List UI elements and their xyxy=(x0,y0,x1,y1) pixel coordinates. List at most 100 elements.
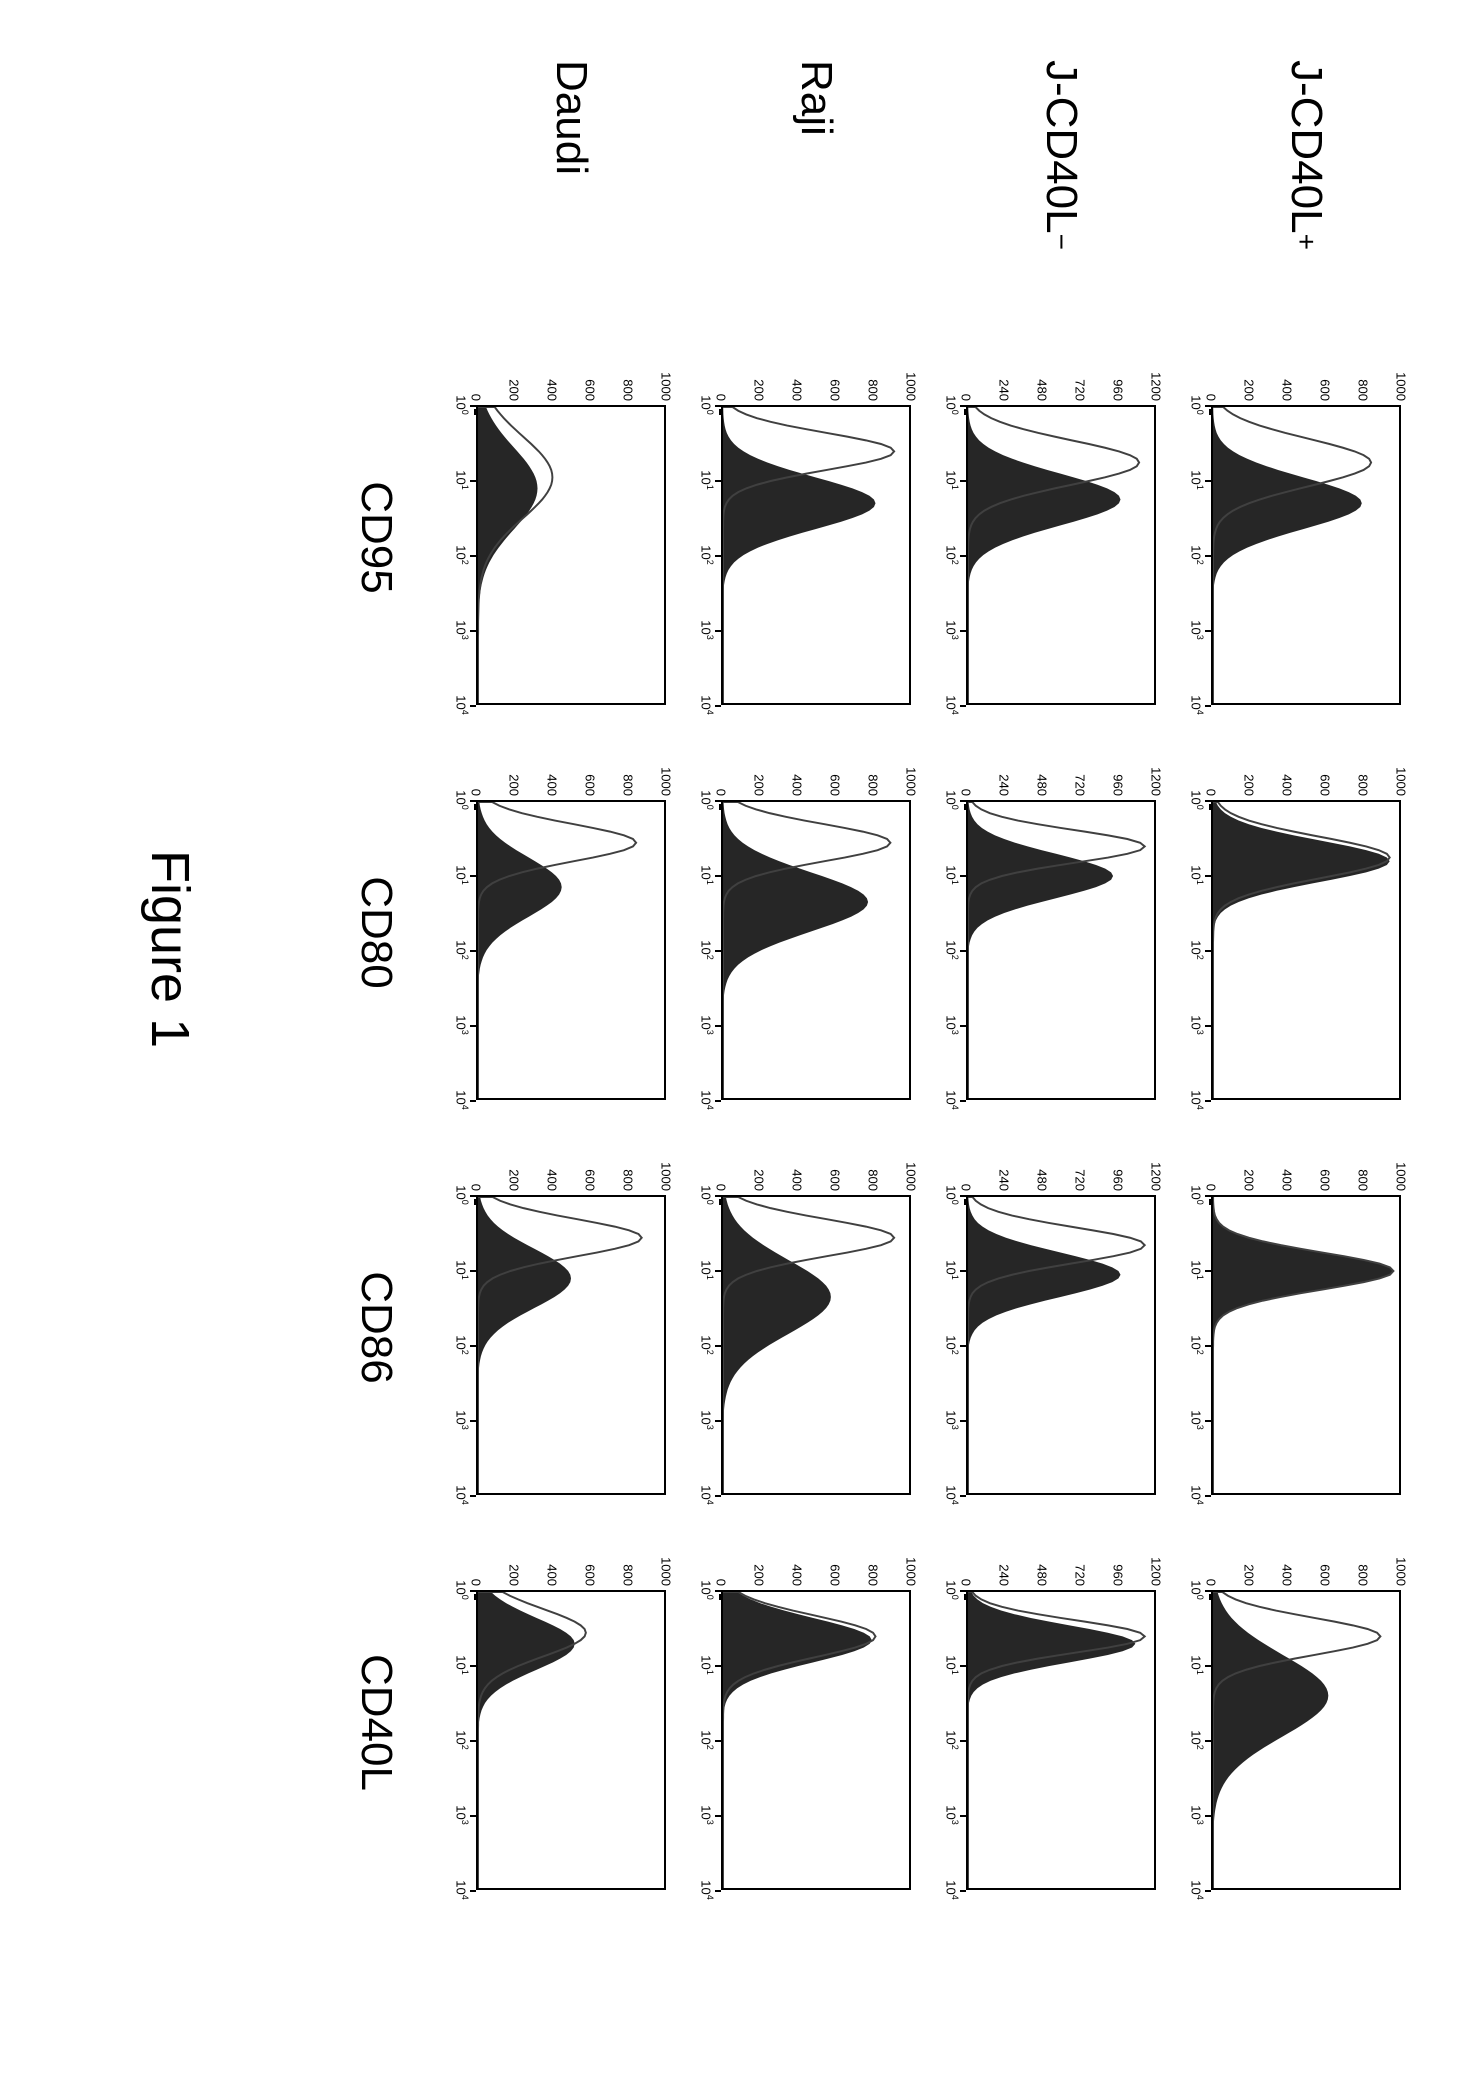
histogram-cell: 02404807209601200100101102103104 xyxy=(921,1535,1166,1910)
x-tick-label: 104 xyxy=(944,1090,960,1109)
y-tick-label: 600 xyxy=(1318,1169,1333,1191)
y-tick-label: 600 xyxy=(1318,1564,1333,1586)
x-tick-label: 104 xyxy=(1189,695,1205,714)
y-tick-label: 800 xyxy=(621,774,636,796)
plot-box xyxy=(966,800,1156,1100)
y-tick-label: 200 xyxy=(1242,774,1257,796)
y-tick-label: 600 xyxy=(583,379,598,401)
x-tick-label: 100 xyxy=(454,395,470,414)
y-tick-label: 600 xyxy=(583,1169,598,1191)
x-tick-label: 103 xyxy=(699,1805,715,1824)
y-tick-label: 200 xyxy=(507,379,522,401)
x-tick-label: 103 xyxy=(1189,620,1205,639)
y-tick-label: 400 xyxy=(1280,1564,1295,1586)
x-tick-label: 101 xyxy=(944,1260,960,1279)
histogram-cell: 02004006008001000100101102103104 xyxy=(1166,1535,1411,1910)
plot-box xyxy=(966,405,1156,705)
plot-box xyxy=(721,1590,911,1890)
y-tick-label: 0 xyxy=(714,789,729,796)
y-tick-label: 200 xyxy=(1242,1169,1257,1191)
figure-container: J-CD40L+ J-CD40L− Raji Daudi 02004006008… xyxy=(0,0,1481,2080)
y-tick-label: 1200 xyxy=(1149,1557,1164,1586)
x-tick-label: 100 xyxy=(699,395,715,414)
y-tick-label: 800 xyxy=(866,1169,881,1191)
filled-histogram xyxy=(723,407,876,703)
x-tick-label: 100 xyxy=(1189,1185,1205,1204)
y-tick-label: 0 xyxy=(469,394,484,401)
plot-box xyxy=(1211,405,1401,705)
y-tick-label: 600 xyxy=(828,1169,843,1191)
x-tick-label: 101 xyxy=(454,1655,470,1674)
outline-histogram xyxy=(723,407,894,703)
y-tick-label: 240 xyxy=(997,379,1012,401)
y-tick-label: 720 xyxy=(1073,1564,1088,1586)
x-tick-label: 101 xyxy=(944,470,960,489)
y-tick-label: 1200 xyxy=(1149,767,1164,796)
y-tick-label: 400 xyxy=(545,1564,560,1586)
filled-histogram xyxy=(968,802,1113,1098)
x-tick-label: 104 xyxy=(699,1880,715,1899)
y-tick-label: 0 xyxy=(714,1184,729,1191)
y-tick-label: 720 xyxy=(1073,1169,1088,1191)
y-tick-label: 240 xyxy=(997,1169,1012,1191)
filled-histogram xyxy=(478,1197,571,1493)
col-label-cd95: CD95 xyxy=(351,350,401,725)
x-tick-label: 101 xyxy=(699,865,715,884)
x-tick-label: 104 xyxy=(944,1880,960,1899)
histogram-cell: 02004006008001000100101102103104 xyxy=(1166,1140,1411,1515)
x-tick-label: 100 xyxy=(1189,395,1205,414)
y-tick-label: 400 xyxy=(1280,774,1295,796)
histogram-cell: 02404807209601200100101102103104 xyxy=(921,350,1166,725)
filled-histogram xyxy=(1213,407,1362,703)
y-tick-label: 240 xyxy=(997,774,1012,796)
x-tick-label: 100 xyxy=(944,790,960,809)
x-tick-label: 101 xyxy=(699,470,715,489)
y-tick-label: 400 xyxy=(1280,1169,1295,1191)
x-tick-label: 102 xyxy=(454,940,470,959)
x-tick-label: 103 xyxy=(699,1410,715,1429)
y-tick-label: 400 xyxy=(545,1169,560,1191)
histogram-cell: 02004006008001000100101102103104 xyxy=(431,745,676,1120)
y-tick-label: 600 xyxy=(583,1564,598,1586)
figure-caption: Figure 1 xyxy=(139,850,201,1048)
y-tick-label: 1000 xyxy=(1394,1162,1409,1191)
y-tick-label: 0 xyxy=(1204,1184,1219,1191)
plot-box xyxy=(476,1590,666,1890)
y-tick-label: 600 xyxy=(583,774,598,796)
row-label-jcd40l-minus: J-CD40L− xyxy=(1036,60,1086,250)
x-tick-label: 102 xyxy=(944,940,960,959)
x-tick-label: 101 xyxy=(944,865,960,884)
x-tick-label: 102 xyxy=(699,1730,715,1749)
histogram-cell: 02004006008001000100101102103104 xyxy=(431,350,676,725)
y-tick-label: 0 xyxy=(469,1184,484,1191)
row-label-raji: Raji xyxy=(791,60,841,250)
y-tick-label: 800 xyxy=(866,1564,881,1586)
y-tick-label: 960 xyxy=(1111,379,1126,401)
y-tick-label: 600 xyxy=(828,379,843,401)
x-tick-label: 102 xyxy=(1189,545,1205,564)
y-tick-label: 200 xyxy=(507,1564,522,1586)
x-tick-label: 103 xyxy=(454,1015,470,1034)
y-tick-label: 0 xyxy=(959,394,974,401)
y-tick-label: 400 xyxy=(1280,379,1295,401)
y-tick-label: 0 xyxy=(469,1579,484,1586)
y-tick-label: 960 xyxy=(1111,1564,1126,1586)
y-tick-label: 720 xyxy=(1073,774,1088,796)
x-tick-label: 100 xyxy=(1189,790,1205,809)
x-tick-label: 104 xyxy=(454,695,470,714)
y-tick-label: 1000 xyxy=(659,1557,674,1586)
x-tick-label: 102 xyxy=(699,545,715,564)
x-tick-label: 104 xyxy=(454,1090,470,1109)
filled-histogram xyxy=(723,1592,872,1888)
y-tick-label: 600 xyxy=(828,774,843,796)
x-tick-label: 100 xyxy=(454,1580,470,1599)
y-tick-label: 200 xyxy=(752,1169,767,1191)
y-tick-label: 960 xyxy=(1111,1169,1126,1191)
column-labels-container: CD95 CD80 CD86 CD40L xyxy=(351,350,401,1910)
x-tick-label: 103 xyxy=(699,1015,715,1034)
x-tick-label: 100 xyxy=(454,790,470,809)
plot-box xyxy=(966,1590,1156,1890)
x-tick-label: 100 xyxy=(699,790,715,809)
x-tick-label: 103 xyxy=(944,1410,960,1429)
plot-box xyxy=(476,1195,666,1495)
